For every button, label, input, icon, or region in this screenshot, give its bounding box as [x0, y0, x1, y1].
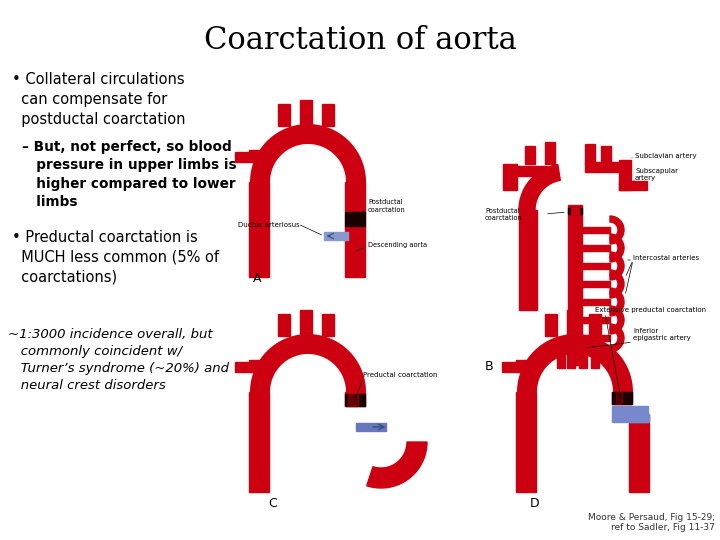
Bar	[612, 392, 632, 404]
Text: Moore & Persaud, Fig 15-29;
ref to Sadler, Fig 11-37: Moore & Persaud, Fig 15-29; ref to Sadle…	[588, 512, 715, 532]
Bar	[629, 414, 649, 422]
Bar	[616, 392, 622, 404]
Bar	[345, 212, 365, 226]
Bar	[322, 314, 334, 336]
Polygon shape	[250, 124, 366, 182]
Bar	[345, 212, 365, 226]
Text: Subclavian artery: Subclavian artery	[635, 153, 697, 159]
Bar	[582, 335, 610, 341]
Bar	[502, 362, 516, 372]
Text: ~1:3000 incidence overall, but
   commonly coincident w/
   Turner’s syndrome (~: ~1:3000 incidence overall, but commonly …	[8, 328, 229, 392]
Text: A: A	[253, 272, 261, 285]
Bar	[582, 317, 610, 323]
Polygon shape	[610, 270, 624, 298]
Text: Coarctation of aorta: Coarctation of aorta	[204, 25, 516, 56]
Bar	[324, 232, 348, 240]
Bar	[300, 100, 312, 126]
Bar	[567, 310, 579, 336]
Bar	[545, 142, 555, 164]
Bar	[582, 299, 610, 305]
Text: B: B	[485, 360, 494, 373]
Bar	[591, 348, 599, 368]
Polygon shape	[610, 324, 624, 352]
Bar	[557, 348, 565, 368]
Text: • Collateral circulations
  can compensate for
  postductal coarctation: • Collateral circulations can compensate…	[12, 72, 186, 126]
Polygon shape	[250, 334, 366, 392]
Bar	[503, 164, 517, 190]
Bar	[568, 208, 582, 214]
Bar	[612, 392, 632, 404]
Bar	[629, 414, 649, 422]
Bar	[619, 160, 631, 190]
Text: C: C	[268, 497, 276, 510]
Bar	[582, 281, 610, 287]
Text: Postductal
coarctation: Postductal coarctation	[368, 199, 406, 213]
Text: D: D	[530, 497, 539, 510]
Bar	[356, 423, 386, 431]
Bar	[349, 210, 357, 228]
Polygon shape	[610, 306, 624, 334]
Polygon shape	[366, 442, 427, 488]
Polygon shape	[517, 334, 633, 392]
Bar	[589, 314, 601, 336]
Bar	[235, 152, 249, 162]
Bar	[345, 392, 365, 406]
Bar	[545, 314, 557, 336]
Polygon shape	[519, 165, 560, 210]
Bar	[582, 227, 610, 233]
Bar	[629, 422, 649, 492]
Bar	[249, 392, 269, 492]
Bar	[582, 245, 610, 251]
Bar	[322, 104, 334, 126]
Text: Postductal
coarctation: Postductal coarctation	[485, 208, 523, 221]
Text: Descending aorta: Descending aorta	[368, 242, 427, 248]
Bar	[619, 181, 647, 190]
Bar	[278, 314, 290, 336]
Bar	[582, 263, 610, 269]
Bar	[348, 394, 358, 406]
Bar	[519, 210, 537, 310]
Bar	[249, 360, 269, 372]
Text: • Preductal coarctation is
  MUCH less common (5% of
  coarctations): • Preductal coarctation is MUCH less com…	[12, 230, 219, 285]
Bar	[568, 205, 582, 365]
Text: Subscapular
artery: Subscapular artery	[635, 168, 678, 181]
Bar	[278, 104, 290, 126]
Text: Preductal coarctation: Preductal coarctation	[363, 372, 438, 378]
Polygon shape	[610, 216, 624, 244]
Bar	[585, 144, 595, 164]
Bar	[601, 146, 611, 164]
Bar	[249, 150, 269, 162]
Bar	[567, 348, 575, 368]
Text: Intercostal arteries: Intercostal arteries	[633, 255, 699, 261]
Polygon shape	[610, 252, 624, 280]
Polygon shape	[610, 288, 624, 316]
Bar	[579, 348, 587, 368]
Text: Extensive preductal coarctation: Extensive preductal coarctation	[595, 307, 706, 313]
Bar	[300, 310, 312, 336]
Text: Ductus arteriosus: Ductus arteriosus	[238, 222, 300, 228]
Bar	[516, 360, 536, 372]
Bar	[515, 166, 547, 176]
Text: Inferior
epigastric artery: Inferior epigastric artery	[633, 328, 690, 341]
Bar	[568, 357, 582, 365]
Bar	[345, 182, 365, 212]
Bar	[345, 225, 365, 277]
Bar	[345, 394, 365, 406]
Bar	[249, 182, 269, 277]
Polygon shape	[610, 234, 624, 262]
Bar	[525, 146, 535, 164]
Text: – But, not perfect, so blood
   pressure in upper limbs is
   higher compared to: – But, not perfect, so blood pressure in…	[22, 140, 237, 209]
Bar	[235, 362, 249, 372]
Bar	[612, 406, 648, 422]
Bar	[516, 392, 536, 492]
Bar	[571, 208, 579, 214]
Bar	[585, 162, 629, 172]
